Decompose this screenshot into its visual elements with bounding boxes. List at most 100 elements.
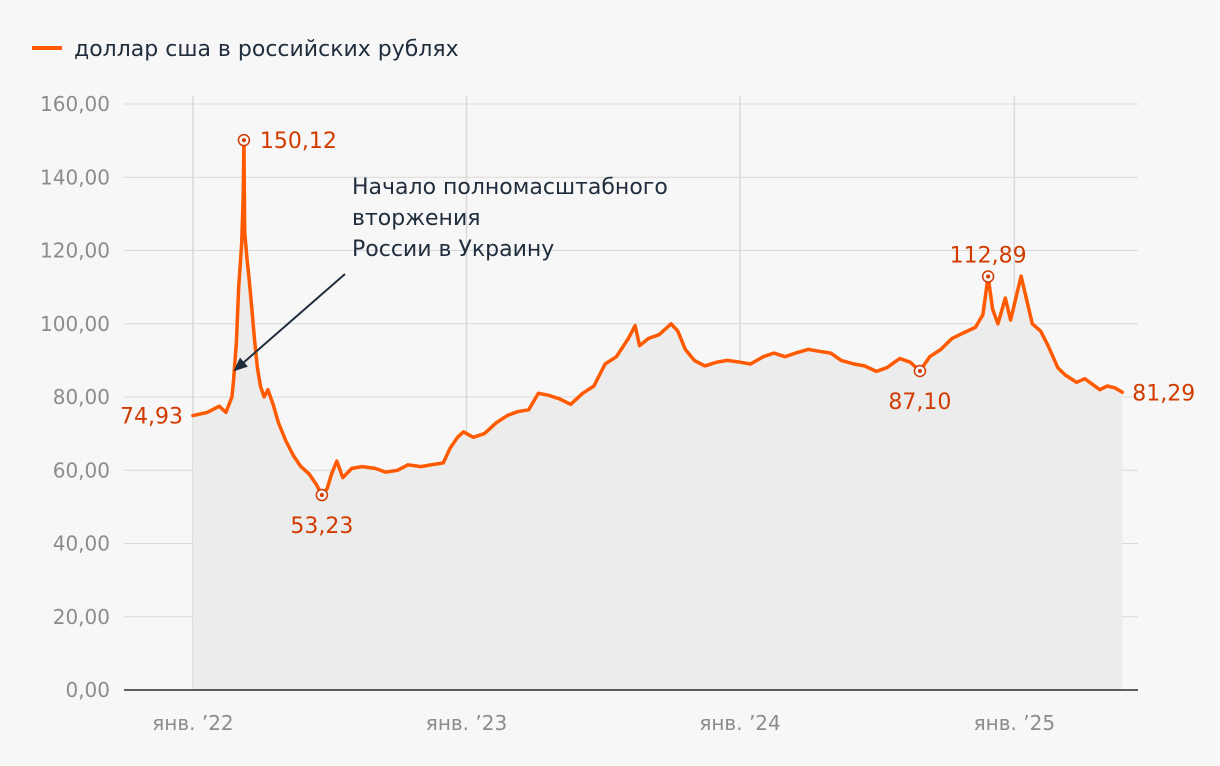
y-tick-label: 140,00 [40,165,110,189]
data-point [569,403,572,406]
data-point [951,337,954,340]
data-point [928,355,931,358]
legend-label: доллар сша в российских рублях [74,37,459,62]
x-axis: янв. ’22 янв. ’23 янв. ’24 янв. ’25 [152,711,1055,735]
series-line [191,138,1125,497]
data-point [581,392,584,395]
data-point [676,330,679,333]
data-point [495,421,498,424]
data-point [232,381,235,384]
data-point [256,366,259,369]
data-point [829,352,832,355]
data-point [1039,330,1042,333]
data-point [840,359,843,362]
data-point [1091,383,1094,386]
data-point [1004,297,1007,300]
data-label-marker-dot [241,138,246,143]
annotation-text: Начало полномасштабного [352,175,668,200]
annotation: Начало полномасштабного вторжения России в… [233,175,668,372]
data-point [330,472,333,475]
data-label: 87,10 [888,390,951,415]
data-point [638,344,641,347]
data-point [253,337,256,340]
data-point [537,392,540,395]
data-point [449,447,452,450]
data-point [224,411,227,414]
data-point [1098,388,1101,391]
data-point [634,324,637,327]
y-tick-label: 160,00 [40,92,110,116]
data-point [852,363,855,366]
data-point [627,337,630,340]
data-point [962,331,965,334]
data-point [981,313,984,316]
data-point [762,355,765,358]
data-point [191,414,194,417]
annotation-arrow [239,273,346,367]
data-point [251,311,254,314]
data-point [235,341,238,344]
data-point [1113,386,1116,389]
data-point [407,463,410,466]
data-point [462,430,465,433]
data-point [739,361,742,364]
data-point [749,363,752,366]
data-point [516,410,519,413]
data-point [794,352,797,355]
data-point [242,194,245,197]
data-point [243,231,246,234]
data-point [784,355,787,358]
data-point [326,487,329,490]
data-point [807,348,810,351]
data-point [266,388,269,391]
data-point [658,333,661,336]
data-label: 150,12 [260,129,337,154]
data-point [1075,381,1078,384]
data-labels: 74,93 150,12 53,23 87,10 112,89 81,29 [120,129,1195,539]
y-tick-label: 40,00 [53,532,110,556]
data-point [245,256,248,259]
data-point [693,359,696,362]
data-point [670,322,673,325]
data-point [1064,374,1067,377]
data-point [456,436,459,439]
data-point [547,394,550,397]
data-point [875,370,878,373]
data-point [384,471,387,474]
data-label-marker-dot [986,274,991,279]
x-tick-label: янв. ’23 [426,711,507,735]
data-point [726,359,729,362]
data-point [248,278,251,281]
data-label-marker-dot [319,493,324,498]
legend: доллар сша в российских рублях [32,37,459,62]
annotation-text: вторжения [352,206,480,231]
x-tick-label: янв. ’25 [974,711,1055,735]
data-point [361,465,364,468]
data-point [1009,319,1012,322]
data-point [350,467,353,470]
data-point [1083,377,1086,380]
y-tick-label: 60,00 [53,458,110,482]
data-point [909,361,912,364]
data-point [419,465,422,468]
data-point [341,476,344,479]
data-point [272,403,275,406]
data-point [772,352,775,355]
data-point [315,483,318,486]
data-point [430,463,433,466]
data-point [292,454,295,457]
data-point [991,308,994,311]
y-tick-label: 0,00 [65,678,110,702]
y-tick-label: 20,00 [53,605,110,629]
data-label: 112,89 [950,244,1027,269]
annotation-text: России в Украину [352,237,554,262]
data-point [218,405,221,408]
data-point [472,436,475,439]
x-tick-label: янв. ’22 [152,711,233,735]
data-point [483,432,486,435]
data-label: 81,29 [1132,381,1195,406]
data-point [604,363,607,366]
data-point [939,348,942,351]
data-point [259,385,262,388]
y-tick-label: 120,00 [40,239,110,263]
